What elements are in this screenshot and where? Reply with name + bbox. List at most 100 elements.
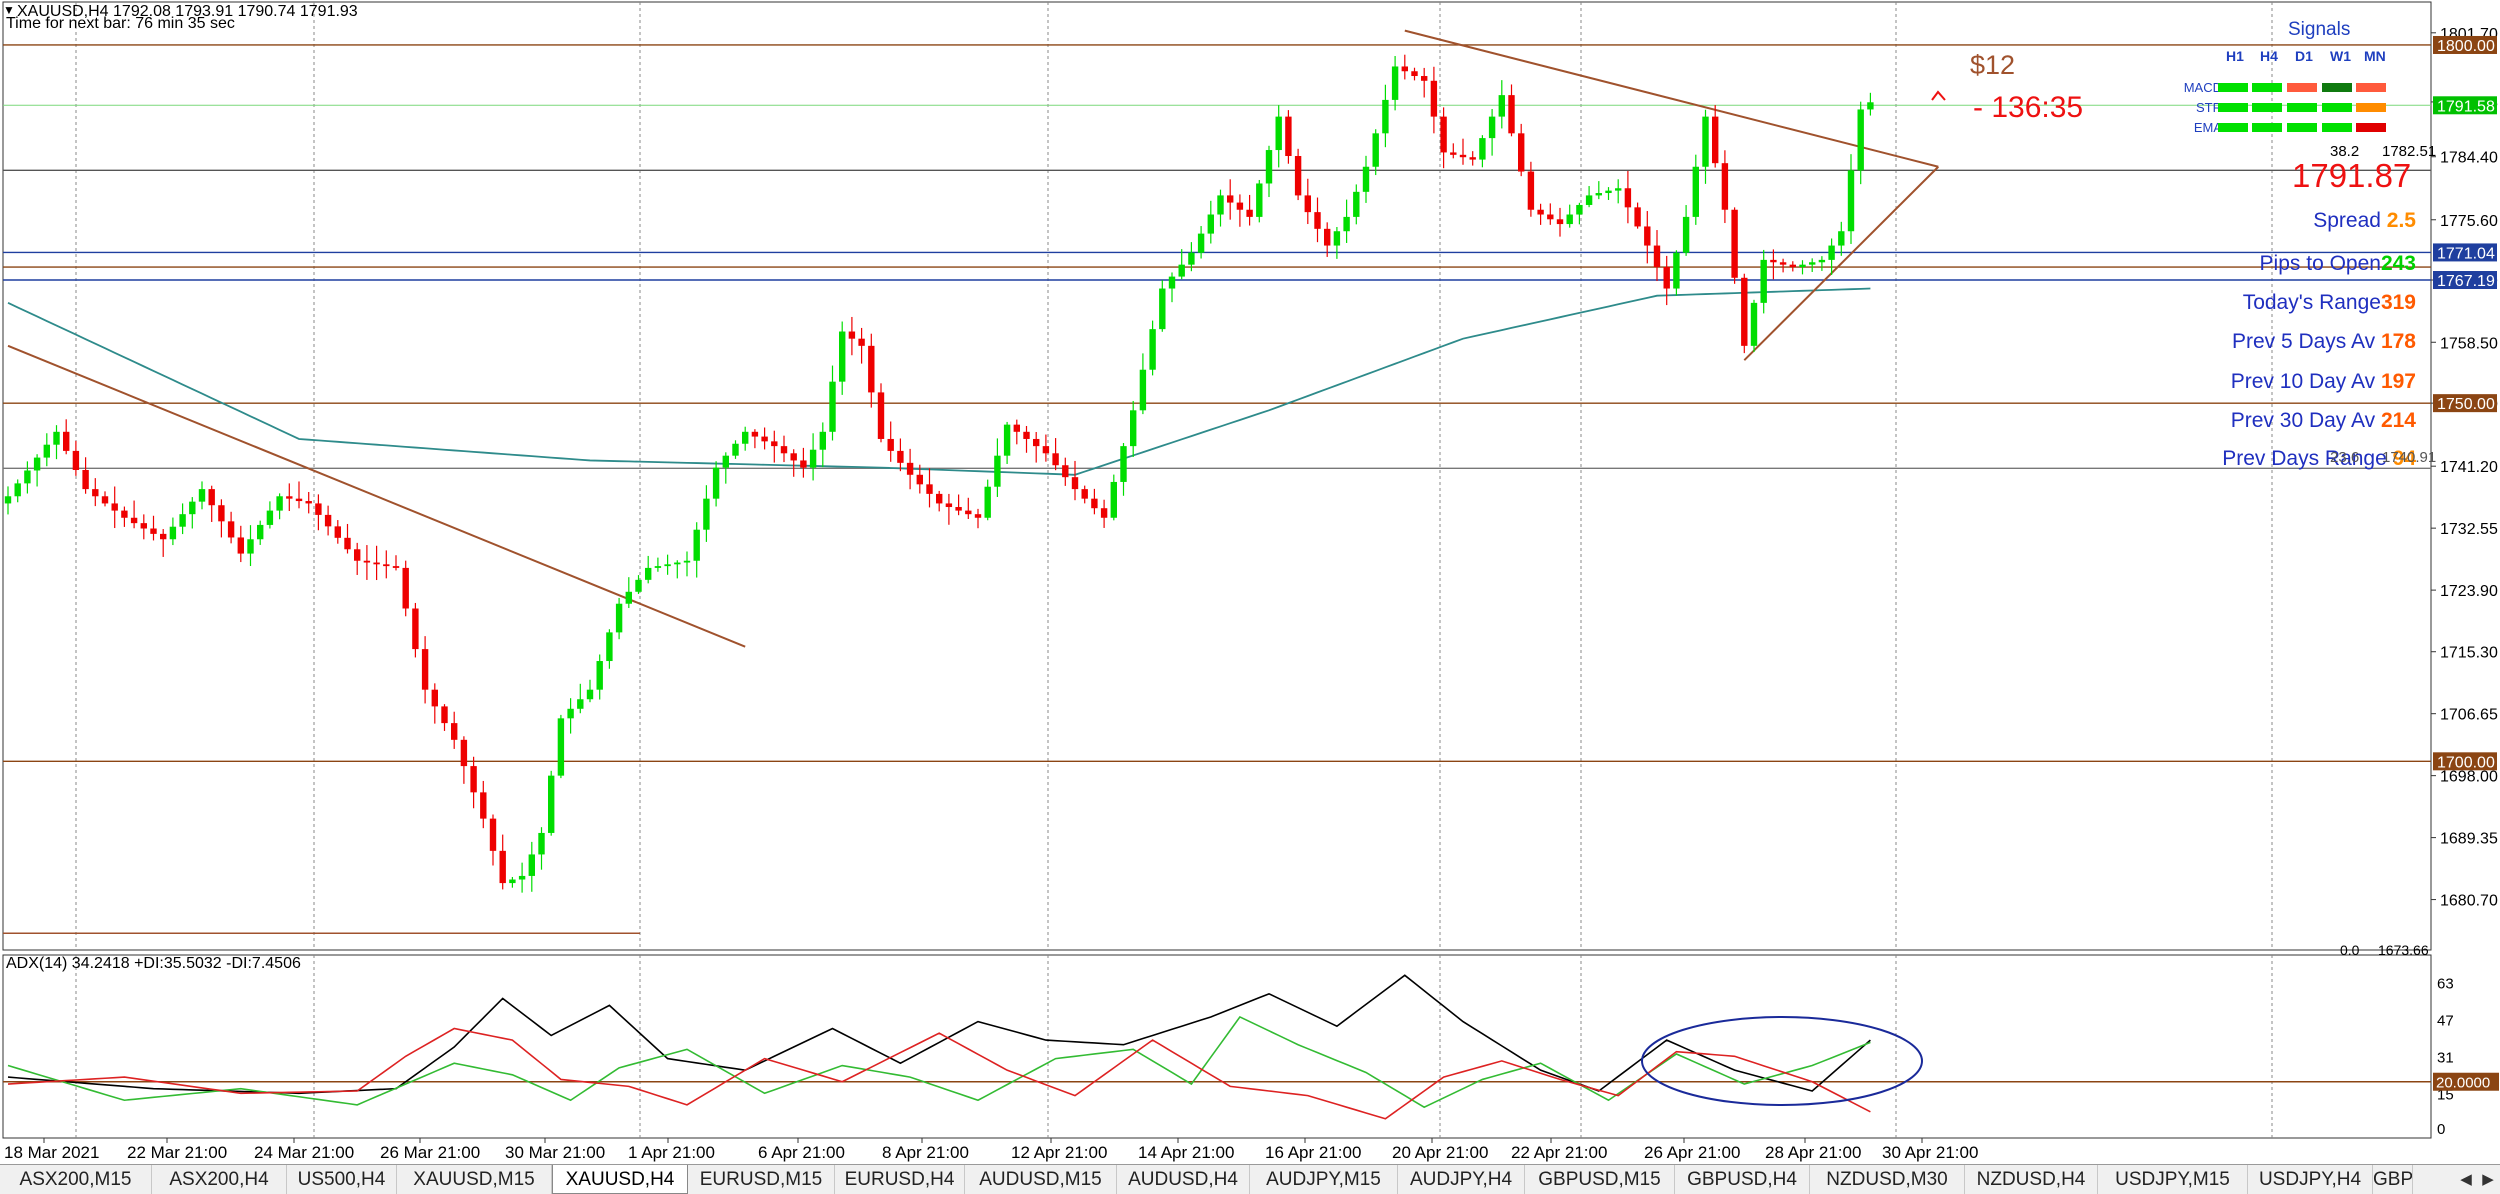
stat-row: Prev 5 Days Av 178 bbox=[2232, 330, 2416, 354]
symbol-tab[interactable]: US500,H4 bbox=[287, 1165, 397, 1194]
candle-body bbox=[1469, 157, 1476, 160]
price-tag bbox=[2433, 271, 2497, 290]
signals-title: Signals bbox=[2288, 19, 2351, 40]
signals-column-header: H4 bbox=[2260, 48, 2278, 64]
moving-average-line bbox=[7, 287, 1871, 476]
symbol-tab[interactable]: GBPUSD,H4 bbox=[1675, 1165, 1810, 1194]
time-axis-label: 22 Mar 21:00 bbox=[127, 1143, 227, 1162]
symbol-tab[interactable]: ASX200,M15 bbox=[0, 1165, 152, 1194]
candle-body bbox=[1207, 214, 1214, 234]
adx-level-tag-label: 20.0000 bbox=[2436, 1075, 2490, 1092]
price-tag-label: 1771.04 bbox=[2437, 245, 2495, 262]
candle-body bbox=[470, 766, 477, 793]
candle-body bbox=[1799, 264, 1806, 268]
candle-body bbox=[790, 453, 797, 461]
symbol-tab[interactable]: AUDJPY,M15 bbox=[1250, 1165, 1398, 1194]
candle-body bbox=[1062, 465, 1069, 478]
candle-body bbox=[169, 526, 177, 540]
candle-body bbox=[499, 850, 506, 884]
candle-body bbox=[1178, 264, 1185, 277]
symbol-tab[interactable]: EURUSD,M15 bbox=[688, 1165, 835, 1194]
candle-body bbox=[926, 484, 933, 494]
candle-body bbox=[1440, 116, 1447, 153]
candle-body bbox=[1847, 170, 1855, 232]
adx-axis-label: 31 bbox=[2437, 1049, 2454, 1066]
candle-body bbox=[615, 603, 623, 633]
candle-body bbox=[421, 649, 429, 690]
profit-label: $12 bbox=[1970, 50, 2016, 80]
candle-body bbox=[548, 775, 555, 833]
symbol-tab[interactable]: AUDJPY,H4 bbox=[1398, 1165, 1525, 1194]
price-tag bbox=[2433, 752, 2497, 771]
candle-body bbox=[606, 632, 613, 662]
scroll-right-icon[interactable]: ▶ bbox=[2482, 1171, 2494, 1188]
candle-body bbox=[751, 431, 759, 437]
symbol-tab[interactable]: USDJPY,H4 bbox=[2248, 1165, 2373, 1194]
candle-body bbox=[92, 489, 99, 497]
price-chart[interactable]: 1801.701792.051784.401775.601767.191758.… bbox=[0, 0, 2500, 1164]
symbol-tab[interactable]: XAUUSD,M15 bbox=[397, 1165, 552, 1194]
candle-body bbox=[1750, 302, 1758, 346]
candle-body bbox=[1838, 231, 1845, 246]
candle-body bbox=[334, 526, 341, 538]
candle-body bbox=[945, 503, 953, 508]
symbol-tab[interactable]: GBPUSD,M15 bbox=[1525, 1165, 1675, 1194]
candle-body bbox=[1818, 259, 1826, 263]
candle-body bbox=[227, 521, 235, 538]
price-axis-label: 1698.00 bbox=[2440, 769, 2498, 786]
candle-body bbox=[257, 524, 264, 540]
candle-body bbox=[809, 449, 817, 468]
candle-body bbox=[1023, 431, 1030, 439]
symbol-tab[interactable]: NZDUSD,H4 bbox=[1965, 1165, 2098, 1194]
candle-body bbox=[1741, 277, 1748, 346]
candle-body bbox=[664, 564, 671, 567]
candle-body bbox=[1721, 163, 1729, 210]
stat-label: Prev Days Range bbox=[2222, 447, 2393, 470]
candle-body bbox=[858, 338, 865, 346]
symbol-tab[interactable]: ASX200,H4 bbox=[152, 1165, 287, 1194]
symbol-tab[interactable]: USDJPY,M15 bbox=[2098, 1165, 2248, 1194]
time-axis-label: 1 Apr 21:00 bbox=[628, 1143, 715, 1162]
signals-column-header: W1 bbox=[2330, 48, 2351, 64]
price-axis-label: 1715.30 bbox=[2440, 645, 2498, 662]
candle-body bbox=[965, 510, 972, 515]
main-chart-frame bbox=[2, 1, 2432, 951]
price-axis-label: 1732.55 bbox=[2440, 521, 2498, 538]
candle-body bbox=[654, 566, 662, 568]
scroll-left-icon[interactable]: ◀ bbox=[2460, 1171, 2472, 1188]
symbol-tab[interactable]: AUDUSD,H4 bbox=[1117, 1165, 1250, 1194]
candle-body bbox=[1779, 262, 1787, 265]
candle-body bbox=[111, 503, 118, 511]
signals-row-label: STR bbox=[2196, 100, 2222, 115]
fib-236-value: 1740.91 bbox=[2382, 449, 2437, 466]
candle-body bbox=[402, 567, 409, 609]
candle-body bbox=[906, 462, 914, 475]
price-tag bbox=[2433, 35, 2497, 54]
adx-axis-label: 0 bbox=[2437, 1121, 2445, 1138]
candle-body bbox=[1343, 216, 1350, 232]
dropdown-arrow-icon[interactable]: ▼ bbox=[3, 3, 15, 17]
symbol-tab[interactable]: GBPJPY,H4 bbox=[2373, 1165, 2413, 1194]
signal-indicator bbox=[2322, 123, 2352, 132]
candle-body bbox=[1624, 188, 1632, 208]
symbol-tab[interactable]: NZDUSD,M30 bbox=[1810, 1165, 1965, 1194]
time-axis-label: 20 Apr 21:00 bbox=[1392, 1143, 1488, 1162]
symbol-tab[interactable]: EURUSD,H4 bbox=[835, 1165, 965, 1194]
candle-body bbox=[1547, 214, 1554, 220]
candle-body bbox=[237, 537, 244, 554]
candle-body bbox=[1488, 116, 1496, 139]
stat-label: Today's Range bbox=[2242, 291, 2381, 314]
candle-body bbox=[1809, 262, 1816, 265]
symbol-tab[interactable]: XAUUSD,H4 bbox=[552, 1165, 688, 1194]
candle-body bbox=[538, 832, 545, 855]
candle-body bbox=[1770, 259, 1777, 263]
candle-body bbox=[1197, 233, 1205, 253]
symbol-tab[interactable]: AUDUSD,M15 bbox=[965, 1165, 1117, 1194]
signal-indicator bbox=[2322, 83, 2352, 92]
trendline bbox=[1404, 29, 1939, 168]
candle-body bbox=[936, 493, 943, 504]
candle-body bbox=[1508, 95, 1515, 134]
trendline bbox=[7, 344, 746, 648]
candle-body bbox=[198, 489, 206, 502]
